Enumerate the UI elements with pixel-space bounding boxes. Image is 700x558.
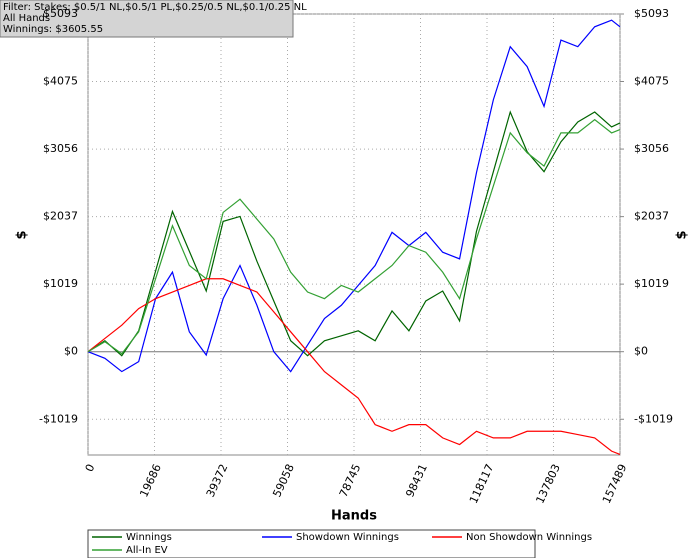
y-tick-label: $3056 xyxy=(43,142,78,155)
y2-tick-label: $0 xyxy=(634,345,648,358)
filter-box xyxy=(0,0,294,38)
legend-label: Showdown Winnings xyxy=(296,532,399,543)
legend-label: All-In EV xyxy=(126,545,168,556)
y-tick-label: $0 xyxy=(64,345,78,358)
legend-label: Non Showdown Winnings xyxy=(466,532,592,543)
series-line xyxy=(87,19,621,373)
x-tick-label: 157489 xyxy=(600,462,630,506)
y-tick-label: -$1019 xyxy=(39,412,78,425)
y2-tick-label: $3056 xyxy=(634,142,669,155)
y2-tick-label: $4075 xyxy=(634,74,669,87)
y2-tick-label: $1019 xyxy=(634,277,669,290)
x-tick-label: 0 xyxy=(83,462,98,474)
y2-tick-label: $2037 xyxy=(634,210,669,223)
x-tick-label: 39372 xyxy=(204,462,231,499)
series-line xyxy=(87,110,621,357)
legend xyxy=(87,529,536,558)
filter-text: All Hands xyxy=(3,13,50,24)
x-tick-label: 78745 xyxy=(337,462,364,499)
series-line xyxy=(87,118,621,355)
x-tick-label: 137803 xyxy=(533,462,563,506)
filter-text: Winnings: $3605.55 xyxy=(3,24,103,35)
y-tick-label: $4075 xyxy=(43,74,78,87)
series-line xyxy=(87,278,621,456)
y2-axis-label: $ xyxy=(675,230,690,239)
y-tick-label: $2037 xyxy=(43,210,78,223)
x-tick-label: 19686 xyxy=(137,462,164,499)
x-axis-label: Hands xyxy=(331,509,377,524)
filter-text: Filter: Stakes: $0.5/1 NL,$0.5/1 PL,$0.2… xyxy=(3,2,307,13)
y2-tick-label: $5093 xyxy=(634,7,669,20)
x-tick-label: 59058 xyxy=(270,462,297,499)
x-tick-label: 118117 xyxy=(467,462,497,506)
x-tick-label: 98431 xyxy=(403,462,430,499)
y-tick-label: $1019 xyxy=(43,277,78,290)
y-axis-label: $ xyxy=(15,230,30,239)
legend-label: Winnings xyxy=(126,532,172,543)
y2-tick-label: -$1019 xyxy=(634,412,673,425)
y-tick-label: $5093 xyxy=(43,7,78,20)
